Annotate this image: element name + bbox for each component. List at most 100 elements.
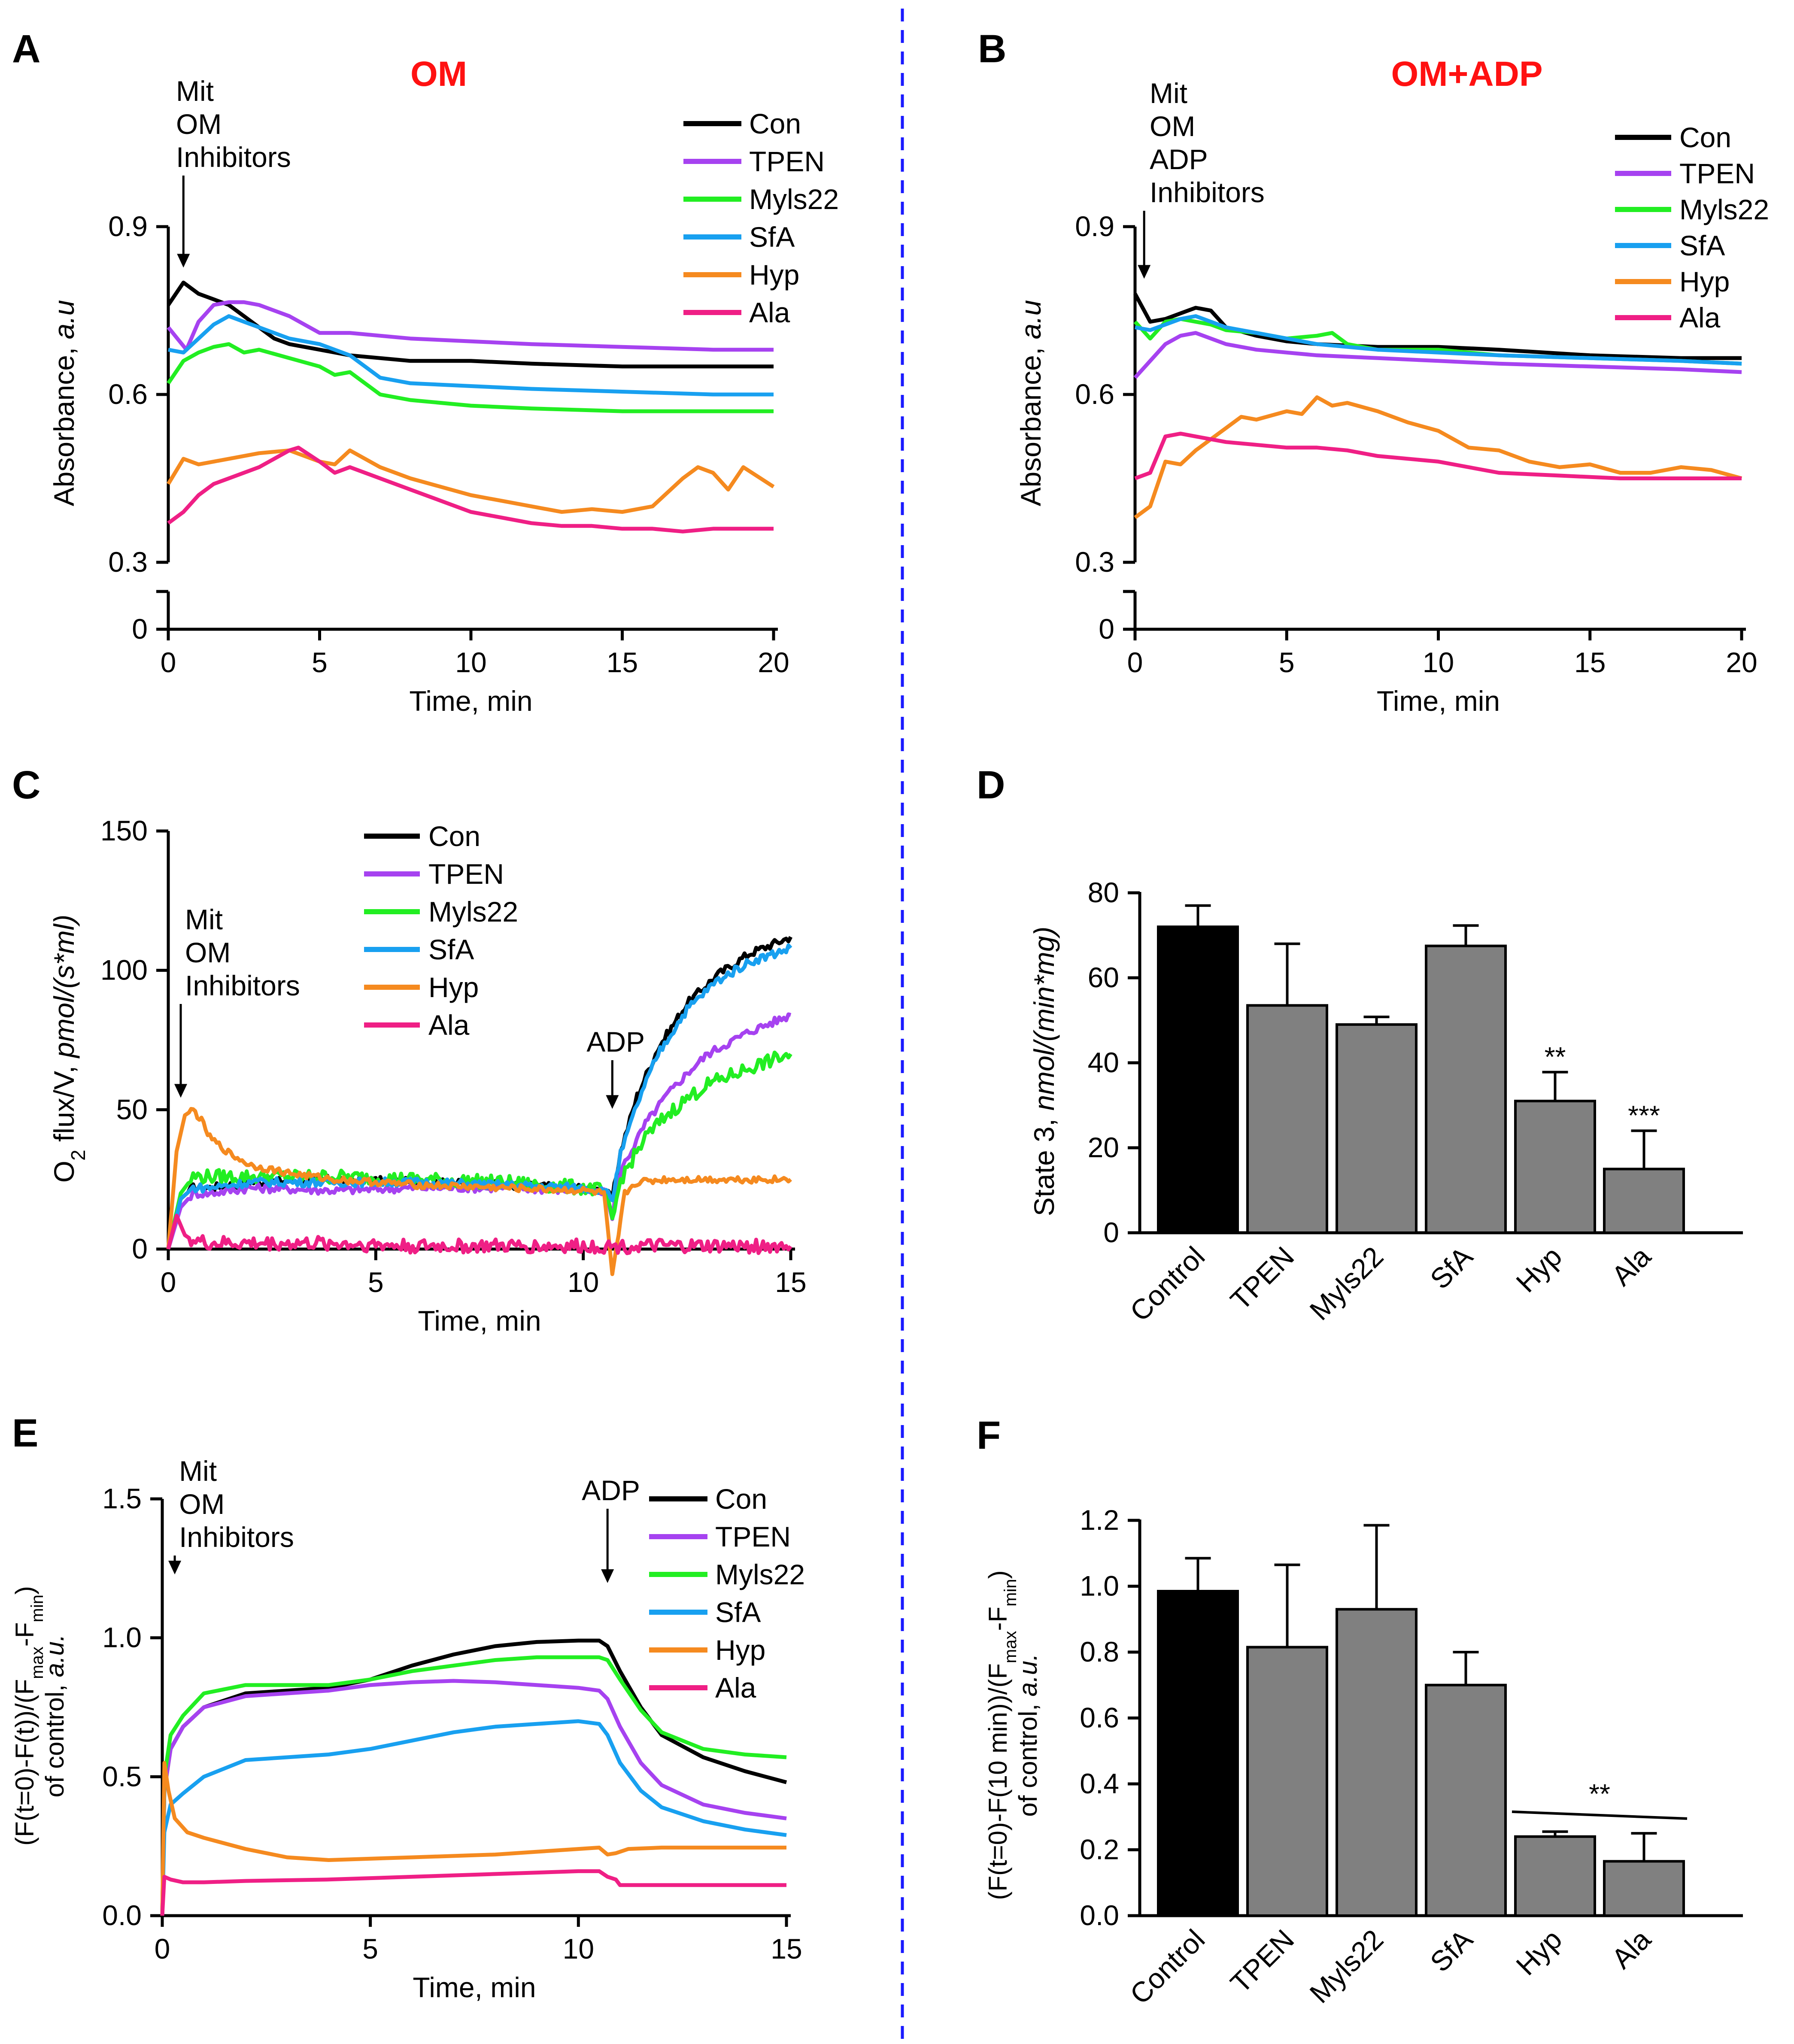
annotation-text-adp: ADP (1150, 143, 1208, 175)
series-line-con (1133, 293, 1742, 360)
x-tick-label-5: 5 (362, 1933, 378, 1965)
legend-label-tpen: TPEN (1679, 158, 1755, 189)
legend-label-myls22: Myls22 (428, 896, 518, 928)
x-tick-label-sfa: SfA (1424, 1923, 1479, 1978)
y-tick-label-2: 0.9 (1075, 210, 1114, 242)
annotation-text-om: OM (185, 937, 231, 968)
bar-ala (1603, 1860, 1685, 1917)
x-tick-label-tpen: TPEN (1224, 1240, 1300, 1316)
legend-label-sfa: SfA (428, 934, 474, 965)
bar-hyp (1514, 1100, 1596, 1234)
chart-panel-C: C 0 5 10 15 Time, min 0 50 100 150 O2 flux/V, pmol… (12, 763, 807, 1337)
chart-panel-B: B OM+ADP 0 5 10 15 20 Time, min 0 0.3 0.6 0.9 Absorb… (978, 27, 1769, 717)
annotation-arrow-0-head (1138, 265, 1151, 279)
series-line-sfa (1135, 314, 1742, 366)
y-tick-label-2: 40 (1088, 1046, 1119, 1078)
significance-marker-hyp: ** (1545, 1041, 1566, 1072)
legend-label-hyp: Hyp (715, 1634, 765, 1666)
chart-title: OM+ADP (1391, 55, 1542, 94)
y-tick-label-2: 0.4 (1080, 1768, 1119, 1799)
y-axis-label-line2: of control, a.u. (40, 1634, 69, 1797)
y-tick-label-1: 0.6 (108, 378, 148, 410)
series-line-hyp (1134, 395, 1742, 519)
annotation-arrow-0-head (174, 1084, 187, 1098)
y-axis-label: Absorbance, a.u (1015, 300, 1047, 506)
y-tick-label-2: 100 (100, 954, 148, 986)
y-axis-label-line2: of control, a.u. (1014, 1653, 1042, 1817)
series-line-tpen (160, 1679, 787, 1916)
x-tick-label-myls22: Myls22 (1303, 1923, 1389, 2009)
legend-label-myls22: Myls22 (1679, 194, 1769, 225)
legend-label-tpen: TPEN (749, 146, 825, 177)
annotation-text-mit: Mit (179, 1455, 217, 1487)
y-tick-label-3: 60 (1088, 961, 1119, 993)
series-line-sfa (168, 314, 774, 397)
x-tick-label-control: Control (1124, 1923, 1211, 2011)
significance-line (1512, 1810, 1688, 1820)
x-tick-label-tpen: TPEN (1224, 1923, 1300, 1999)
bar-sfa (1425, 1683, 1507, 1917)
y-tick-label-0: 0.3 (1075, 546, 1114, 578)
y-tick-label-3: 0.6 (1080, 1702, 1119, 1734)
panel-label: E (12, 1411, 38, 1455)
x-tick-label-ala: Ala (1606, 1923, 1657, 1974)
panel-label: F (977, 1413, 1001, 1457)
panel-label: B (978, 27, 1006, 71)
y-tick-label-0: 0.0 (1080, 1899, 1119, 1931)
y-axis-label: O2 flux/V, pmol/(s*ml) (48, 915, 89, 1183)
x-tick-label-10: 10 (1423, 646, 1454, 678)
legend-label-ala: Ala (715, 1672, 756, 1704)
chart-panel-F: F 0.0 0.2 0.4 0.6 0.8 1.0 1.2 (F(t=0)-F(10 min))… (977, 1413, 1743, 2010)
x-tick-label-20: 20 (758, 646, 789, 678)
series-line-sfa (160, 1719, 787, 1916)
annotation-text-mit: Mit (176, 75, 214, 107)
annotation-text-inhibitors: Inhibitors (179, 1521, 294, 1553)
legend-label-ala: Ala (1679, 302, 1721, 334)
series-line-hyp (166, 1107, 792, 1276)
x-tick-label-sfa: SfA (1424, 1240, 1479, 1295)
legend-label-sfa: SfA (749, 221, 795, 253)
y-tick-label-1: 0.5 (102, 1760, 142, 1792)
bar-myls22 (1336, 1608, 1418, 1917)
legend-label-con: Con (749, 108, 801, 140)
significance-marker-group: ** (1589, 1778, 1610, 1809)
annotation-arrow-0-head (168, 1561, 182, 1574)
x-tick-label-10: 10 (455, 646, 486, 678)
series-line-tpen (166, 1012, 792, 1250)
chart-title: OM (410, 55, 467, 94)
series-line-con (167, 280, 774, 369)
annotation-text-om: OM (1150, 110, 1195, 142)
y-tick-label-5: 1.0 (1080, 1570, 1119, 1602)
series-line-hyp (160, 1761, 786, 1916)
y-axis-label-line1: (F(t=0)-F(t))/(Fmax-Fmin) (10, 1586, 47, 1846)
bar-myls22 (1336, 1023, 1418, 1234)
series-line-myls22 (166, 1050, 792, 1249)
legend-label-myls22: Myls22 (749, 183, 839, 215)
legend-label-ala: Ala (428, 1009, 470, 1041)
series-line-ala (160, 1869, 786, 1916)
x-axis-label: Time, min (413, 1971, 536, 2003)
annotation-text-adp: ADP (582, 1474, 640, 1506)
y-tick-label-2: 0.9 (108, 210, 148, 242)
y-tick-label-6: 1.2 (1080, 1504, 1119, 1536)
x-tick-label-20: 20 (1726, 646, 1757, 678)
annotation-text-inhibitors: Inhibitors (176, 141, 291, 173)
y-axis-label-line1: (F(t=0)-F(10 min))/(Fmax-Fmin) (984, 1570, 1020, 1900)
x-tick-label-ala: Ala (1606, 1240, 1657, 1292)
x-tick-label-0: 0 (161, 1266, 176, 1298)
annotation-arrow-0-head (177, 254, 190, 268)
panel-label: C (12, 763, 40, 807)
bar-ala (1603, 1168, 1685, 1234)
x-tick-label-10: 10 (563, 1933, 594, 1965)
annotation-text-om: OM (179, 1488, 225, 1520)
y-tick-label-3: 150 (100, 815, 148, 846)
legend-label-myls22: Myls22 (715, 1559, 805, 1590)
legend-label-tpen: TPEN (715, 1521, 791, 1553)
x-tick-label-0: 0 (155, 1933, 170, 1965)
significance-marker-ala: *** (1628, 1100, 1660, 1131)
y-tick-label-0: 0 (132, 1233, 148, 1265)
annotation-arrow-1-head (606, 1095, 619, 1109)
x-tick-label-15: 15 (607, 646, 638, 678)
legend-label-sfa: SfA (1679, 230, 1725, 261)
